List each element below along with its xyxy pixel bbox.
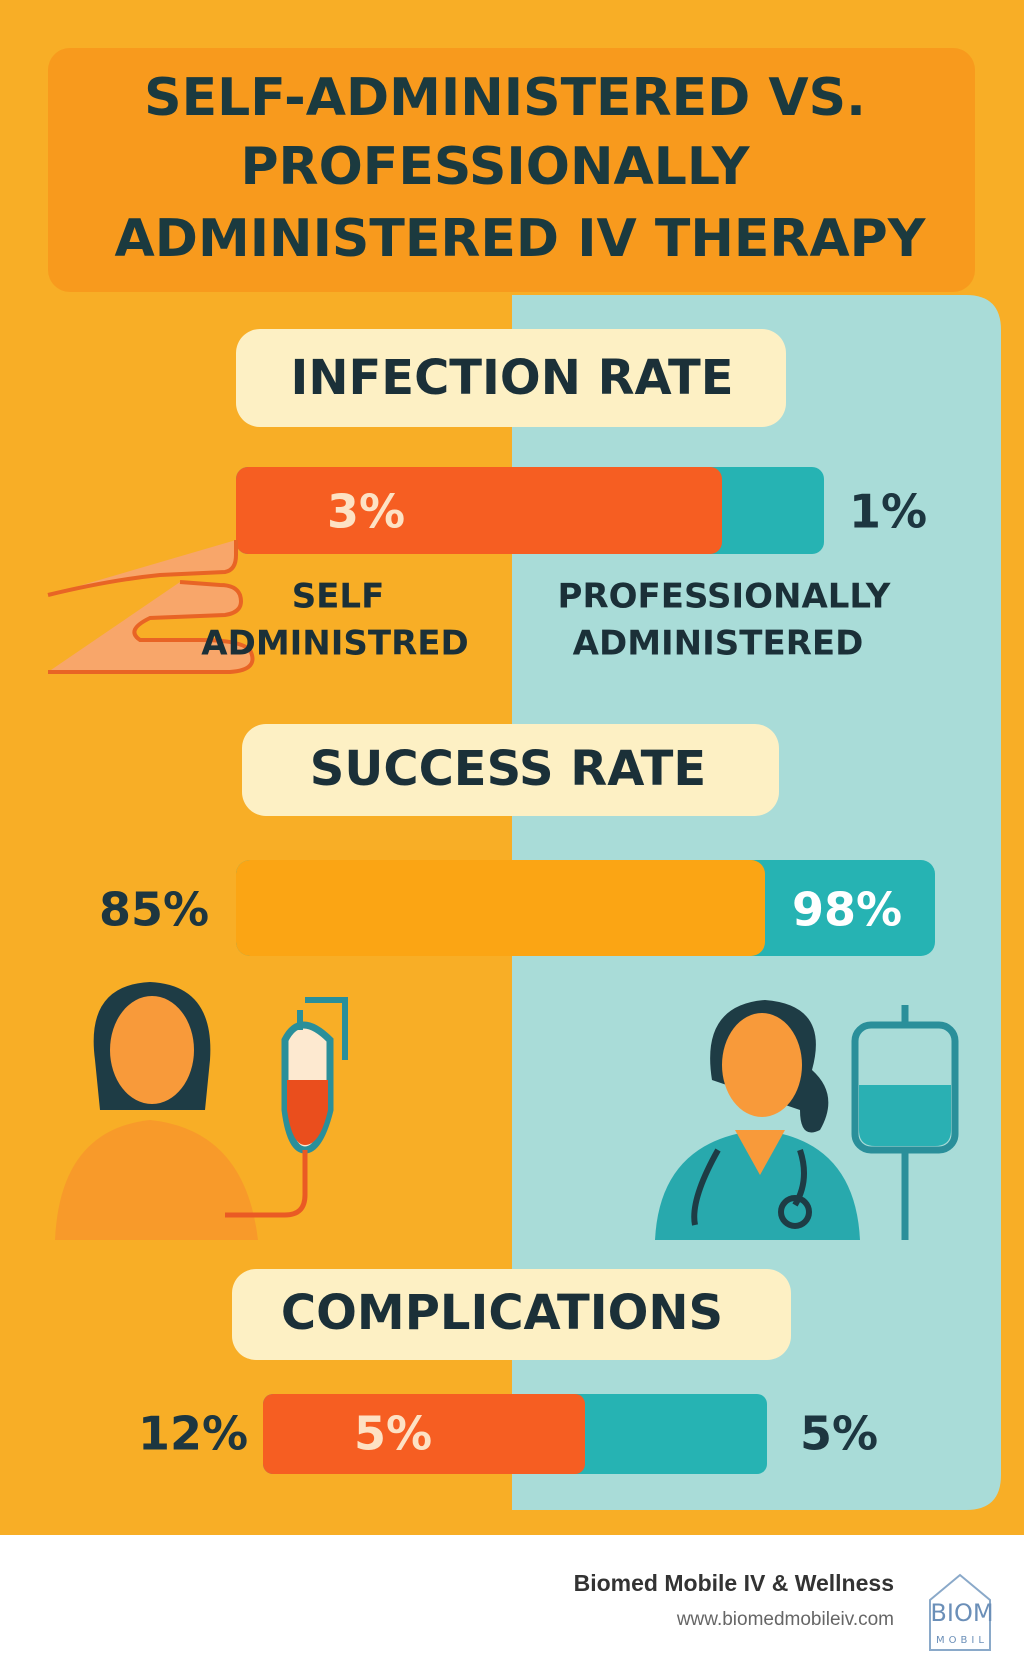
footer-url: www.biomedmobileiv.com [676,1609,894,1630]
patient-illustration [55,982,348,1240]
bar-self [263,1394,585,1474]
bar-self [236,860,765,956]
section-heading: COMPLICATIONS [281,1285,723,1341]
bar-self [236,467,722,554]
section-heading-pill [232,1269,791,1360]
section-heading-pill [236,329,786,427]
section-heading: SUCCESS RATE [310,741,706,797]
value-label: 1% [849,485,927,539]
value-label: 5% [800,1407,878,1461]
professional-label: PROFESSIONALLY [558,577,891,617]
nurse-illustration [655,1000,959,1240]
self-label: ADMINISTRED [201,624,468,664]
value-label: 85% [99,883,209,937]
title-line: PROFESSIONALLY [240,137,750,197]
professional-label: ADMINISTERED [573,624,864,664]
value-label: 3% [327,485,405,539]
hand-icon [47,540,255,674]
title-box [48,48,975,292]
self-label: SELF [292,577,385,617]
footer-background [0,1535,1024,1666]
title-line: SELF-ADMINISTERED VS. [144,68,866,128]
section-heading-pill [242,724,779,816]
logo-text: BIOM [930,1599,993,1627]
value-label: 98% [792,883,902,937]
footer-brand: Biomed Mobile IV & Wellness [574,1570,894,1596]
logo: BIOM MOBIL [929,1573,994,1651]
title-line: ADMINISTERED IV THERAPY [115,209,927,269]
value-label: 12% [138,1407,248,1461]
value-label: 5% [354,1407,432,1461]
section-heading: INFECTION RATE [290,350,733,406]
logo-subtext: MOBIL [936,1635,988,1646]
